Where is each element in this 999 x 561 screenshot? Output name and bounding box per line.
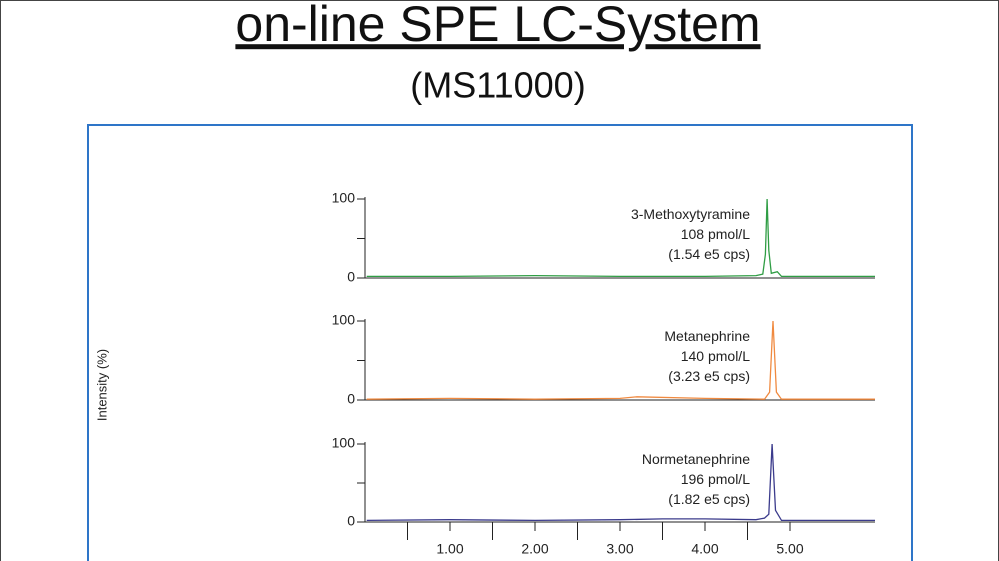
y-tick-label: 100 — [332, 312, 356, 328]
slide-title: on-line SPE LC-System — [235, 0, 760, 52]
series-name: Normetanephrine — [642, 451, 750, 467]
series-signal: (1.82 e5 cps) — [668, 491, 750, 507]
series-name: Metanephrine — [664, 328, 750, 344]
series-signal: (1.54 e5 cps) — [668, 246, 750, 262]
y-tick-label: 100 — [332, 190, 356, 206]
y-axis-label: Intensity (%) — [94, 349, 109, 421]
series-concentration: 196 pmol/L — [681, 471, 750, 487]
y-tick-label: 0 — [347, 269, 355, 285]
x-tick-label: 5.00 — [776, 541, 803, 557]
chromatogram-line — [366, 198, 875, 278]
x-tick-label: 2.00 — [521, 541, 548, 557]
series-signal: (3.23 e5 cps) — [668, 368, 750, 384]
chart-frame — [87, 124, 913, 561]
y-tick-label: 100 — [332, 435, 356, 451]
x-tick-label: 3.00 — [606, 541, 633, 557]
y-tick-label: 0 — [347, 391, 355, 407]
y-tick-label: 0 — [347, 513, 355, 529]
chromatogram-line — [366, 443, 875, 522]
chromatogram-line — [366, 320, 875, 400]
slide-subtitle: (MS11000) — [410, 65, 585, 106]
x-tick-label: 1.00 — [436, 541, 463, 557]
series-concentration: 140 pmol/L — [681, 348, 750, 364]
x-tick-label: 4.00 — [691, 541, 718, 557]
series-concentration: 108 pmol/L — [681, 226, 750, 242]
series-name: 3-Methoxytyramine — [631, 206, 750, 222]
